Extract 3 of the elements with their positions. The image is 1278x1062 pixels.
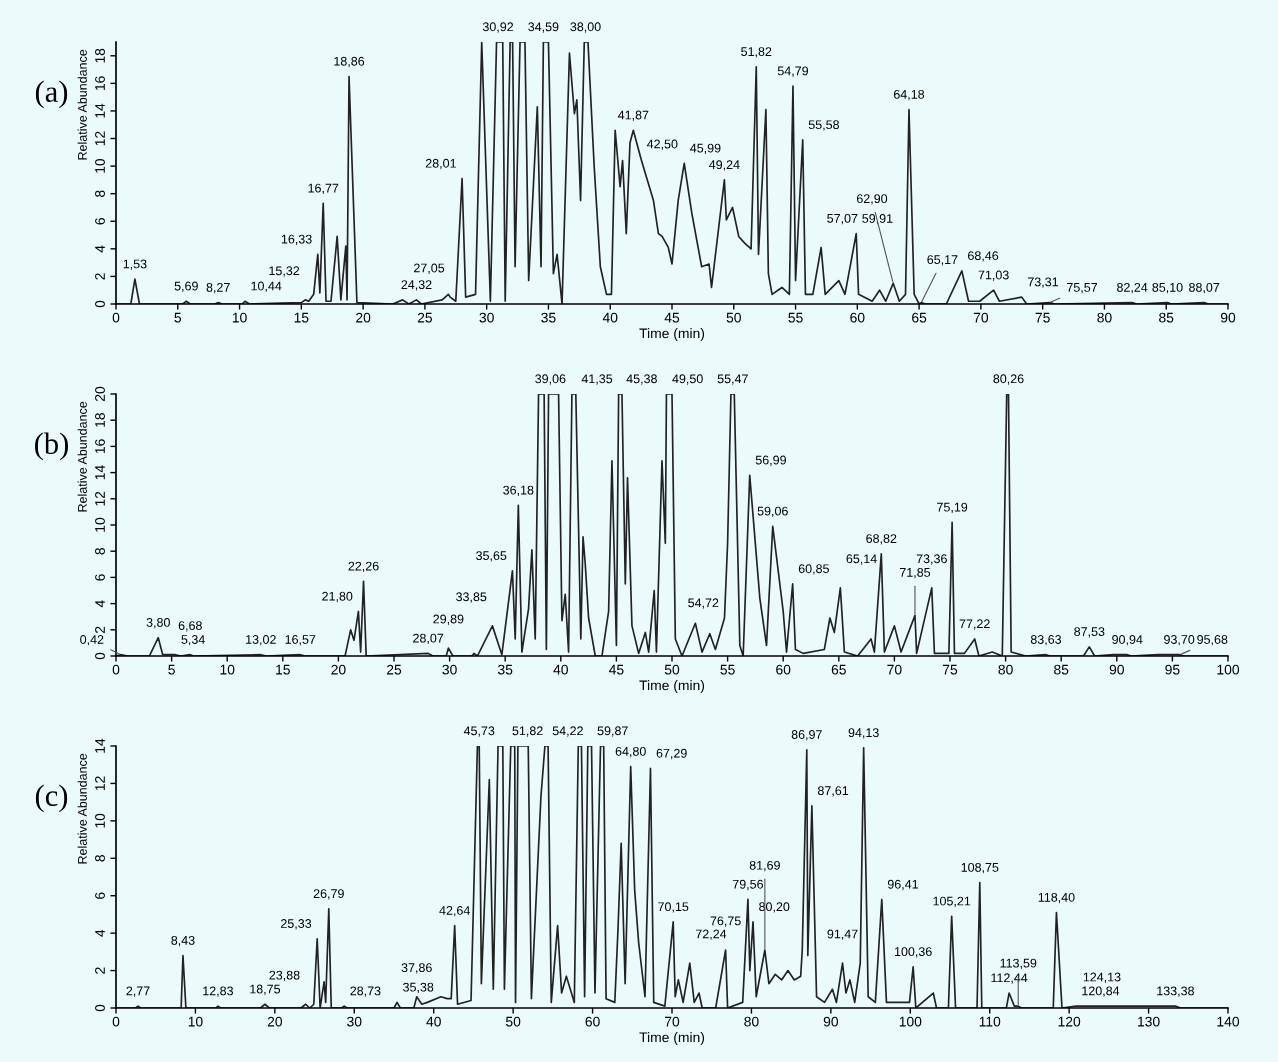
text: (c) [35,784,68,813]
text: (a) [35,80,68,109]
text: (b) [35,432,68,461]
